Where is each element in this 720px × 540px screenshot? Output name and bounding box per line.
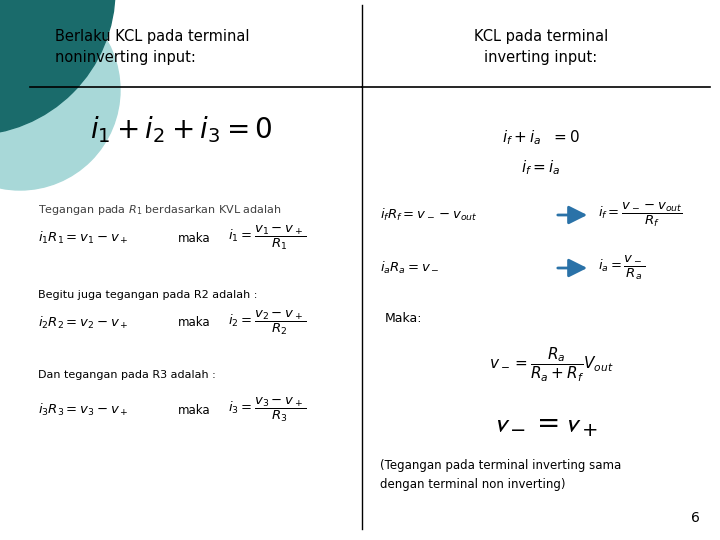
Text: maka: maka	[178, 316, 211, 329]
Text: (Tegangan pada terminal inverting sama
dengan terminal non inverting): (Tegangan pada terminal inverting sama d…	[380, 459, 621, 491]
Text: $i_1 + i_2 + i_3 = 0$: $i_1 + i_2 + i_3 = 0$	[90, 114, 272, 145]
Text: Dan tegangan pada R3 adalah :: Dan tegangan pada R3 adalah :	[38, 370, 216, 380]
Circle shape	[0, 0, 120, 190]
Text: Maka:: Maka:	[385, 312, 423, 325]
Text: Begitu juga tegangan pada R2 adalah :: Begitu juga tegangan pada R2 adalah :	[38, 290, 257, 300]
Text: maka: maka	[178, 232, 211, 245]
Text: $i_2 = \dfrac{v_2 - v_+}{R_2}$: $i_2 = \dfrac{v_2 - v_+}{R_2}$	[228, 309, 306, 337]
Text: $i_a = \dfrac{v_-}{R_a}$: $i_a = \dfrac{v_-}{R_a}$	[598, 254, 646, 282]
Circle shape	[0, 0, 115, 135]
Text: $v_- = \dfrac{R_a}{R_a + R_f} V_{out}$: $v_- = \dfrac{R_a}{R_a + R_f} V_{out}$	[489, 346, 613, 384]
Text: $i_f + i_a\ \ = 0$: $i_f + i_a\ \ = 0$	[503, 129, 580, 147]
Text: $i_3 R_3 = v_3 - v_+$: $i_3 R_3 = v_3 - v_+$	[38, 402, 128, 418]
Text: $i_3 = \dfrac{v_3 - v_+}{R_3}$: $i_3 = \dfrac{v_3 - v_+}{R_3}$	[228, 396, 306, 424]
Text: 6: 6	[691, 511, 700, 525]
Text: $i_1 = \dfrac{v_1 - v_+}{R_1}$: $i_1 = \dfrac{v_1 - v_+}{R_1}$	[228, 224, 306, 252]
Text: Berlaku KCL pada terminal
noninverting input:: Berlaku KCL pada terminal noninverting i…	[55, 29, 250, 65]
Text: $i_f = i_a$: $i_f = i_a$	[521, 159, 561, 177]
Text: maka: maka	[178, 403, 211, 416]
Text: KCL pada terminal
inverting input:: KCL pada terminal inverting input:	[474, 29, 608, 65]
Text: $i_f R_f = v_- - v_{out}$: $i_f R_f = v_- - v_{out}$	[380, 207, 477, 223]
Text: $i_f = \dfrac{v_- - v_{out}}{R_f}$: $i_f = \dfrac{v_- - v_{out}}{R_f}$	[598, 201, 683, 229]
Text: $i_2 R_2 = v_2 - v_+$: $i_2 R_2 = v_2 - v_+$	[38, 315, 128, 331]
Text: Tegangan pada $R_1$ berdasarkan KVL adalah: Tegangan pada $R_1$ berdasarkan KVL adal…	[38, 203, 282, 217]
Text: $i_a R_a = v_-$: $i_a R_a = v_-$	[380, 260, 440, 276]
Text: $i_1 R_1 = v_1 - v_+$: $i_1 R_1 = v_1 - v_+$	[38, 230, 128, 246]
Text: $\mathcal{v}_- = \mathcal{v}_+$: $\mathcal{v}_- = \mathcal{v}_+$	[493, 411, 598, 439]
